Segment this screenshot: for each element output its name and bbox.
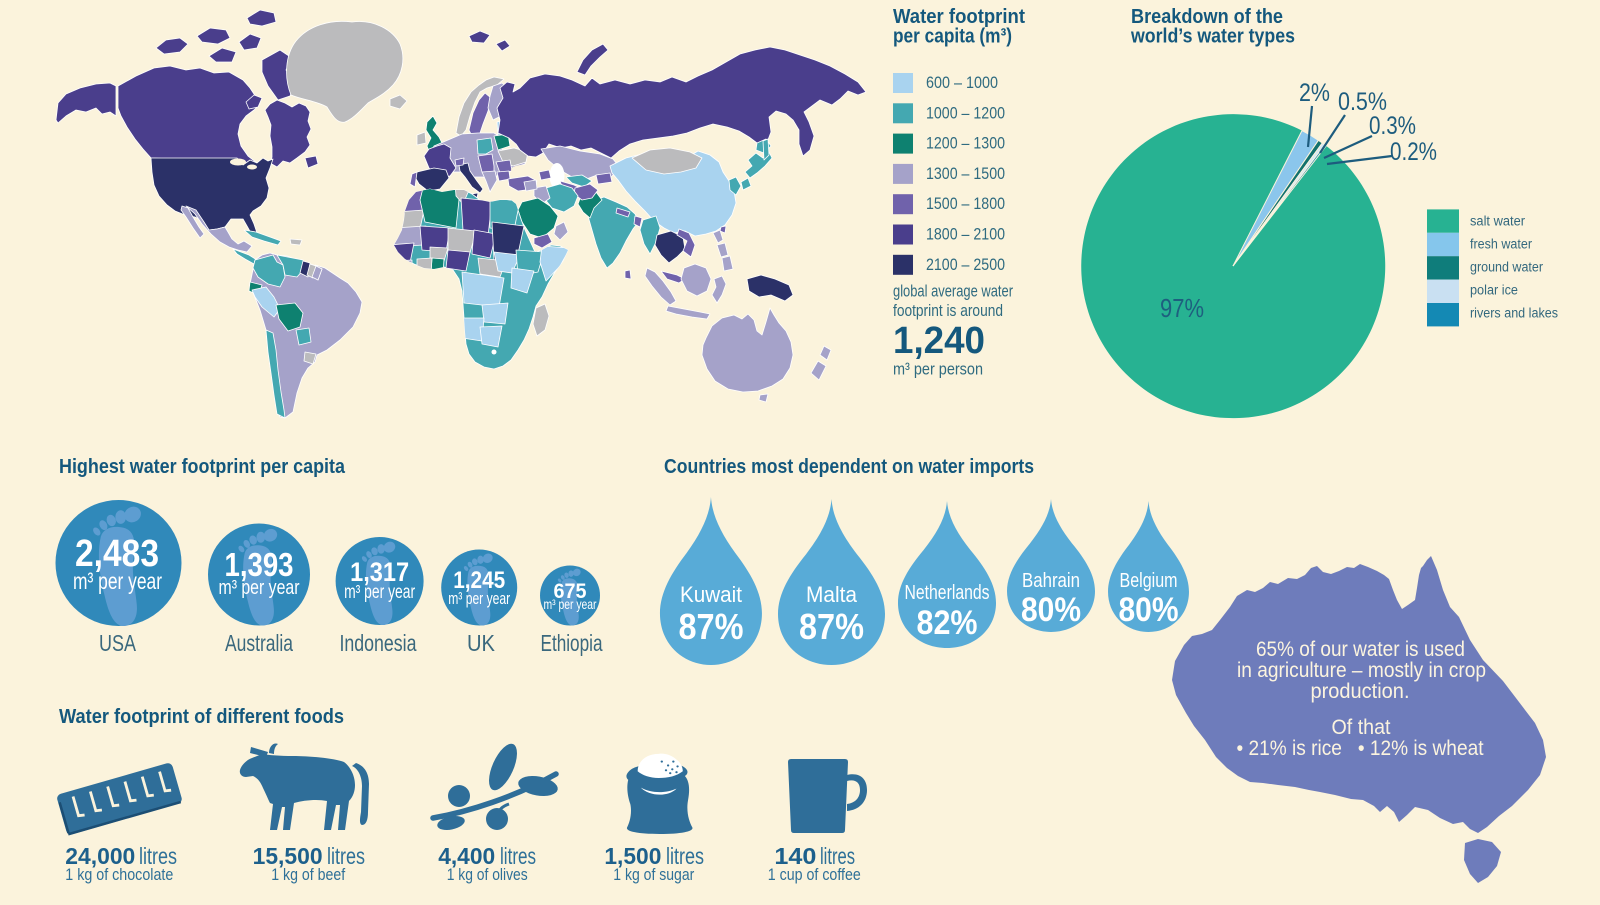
svg-text:1 kg of olives: 1 kg of olives (447, 865, 528, 884)
svg-text:Water footprint: Water footprint (893, 6, 1025, 28)
svg-text:Indonesia: Indonesia (340, 630, 418, 656)
svg-text:Kuwait: Kuwait (680, 582, 742, 607)
svg-text:per capita (m³): per capita (m³) (893, 26, 1012, 48)
svg-text:fresh water: fresh water (1470, 237, 1532, 252)
svg-text:footprint is around: footprint is around (893, 301, 1003, 320)
svg-text:1,500: 1,500 (604, 843, 661, 869)
svg-text:m³ per year: m³ per year (219, 577, 300, 599)
svg-text:• 21% is rice • 12% is wheat: • 21% is rice • 12% is wheat (1237, 737, 1484, 760)
svg-text:1,240: 1,240 (893, 320, 985, 362)
svg-text:1 kg of sugar: 1 kg of sugar (613, 865, 694, 884)
svg-text:1 kg of beef: 1 kg of beef (271, 865, 345, 884)
svg-text:Water footprint of different f: Water footprint of different foods (59, 706, 344, 728)
svg-text:140: 140 (774, 843, 816, 869)
svg-text:0.3%: 0.3% (1369, 112, 1416, 140)
svg-text:Highest water footprint per ca: Highest water footprint per capita (59, 456, 346, 478)
svg-text:87%: 87% (679, 606, 744, 647)
svg-text:m³ per year: m³ per year (544, 596, 597, 612)
svg-text:litres: litres (139, 843, 177, 869)
svg-text:2,483: 2,483 (75, 533, 159, 575)
svg-text:litres: litres (666, 843, 704, 869)
svg-text:Bahrain: Bahrain (1022, 570, 1080, 592)
svg-text:15,500: 15,500 (253, 843, 323, 869)
svg-text:global average water: global average water (893, 282, 1013, 301)
svg-text:1 kg of chocolate: 1 kg of chocolate (65, 865, 173, 884)
svg-text:1000 – 1200: 1000 – 1200 (926, 103, 1005, 122)
svg-text:65% of our water is used: 65% of our water is used (1256, 638, 1465, 661)
svg-text:1300 – 1500: 1300 – 1500 (926, 164, 1005, 183)
svg-text:1,317: 1,317 (350, 557, 409, 587)
svg-text:80%: 80% (1119, 591, 1179, 629)
svg-text:82%: 82% (917, 604, 978, 642)
svg-text:Malta: Malta (806, 582, 858, 607)
svg-text:litres: litres (820, 843, 855, 869)
svg-text:1,245: 1,245 (453, 567, 505, 594)
svg-text:87%: 87% (799, 606, 864, 647)
svg-text:Breakdown of the: Breakdown of the (1131, 6, 1283, 28)
svg-text:1500 – 1800: 1500 – 1800 (926, 194, 1005, 213)
svg-text:4,400: 4,400 (438, 843, 495, 869)
svg-text:Australia: Australia (225, 630, 294, 656)
svg-text:m³ per year: m³ per year (344, 582, 415, 603)
svg-text:m³ per year: m³ per year (73, 568, 162, 594)
svg-text:m³ per person: m³ per person (893, 360, 983, 379)
svg-text:97%: 97% (1160, 293, 1204, 323)
svg-text:Ethiopia: Ethiopia (541, 630, 604, 656)
svg-text:litres: litres (327, 843, 365, 869)
svg-text:Belgium: Belgium (1120, 570, 1178, 592)
svg-text:salt water: salt water (1470, 214, 1525, 229)
svg-text:1200 – 1300: 1200 – 1300 (926, 134, 1005, 153)
svg-text:USA: USA (99, 630, 136, 656)
svg-text:in agriculture – mostly in cro: in agriculture – mostly in crop (1237, 659, 1486, 682)
svg-text:Netherlands: Netherlands (905, 582, 990, 604)
svg-text:Countries most dependent on wa: Countries most dependent on water import… (664, 456, 1034, 478)
svg-text:production.: production. (1311, 680, 1410, 703)
svg-text:600 – 1000: 600 – 1000 (926, 73, 998, 92)
svg-text:2100 – 2500: 2100 – 2500 (926, 255, 1005, 274)
svg-text:litres: litres (500, 843, 536, 869)
svg-text:2%: 2% (1299, 79, 1330, 107)
svg-text:UK: UK (467, 630, 495, 656)
svg-text:rivers and lakes: rivers and lakes (1470, 306, 1558, 321)
svg-text:0.2%: 0.2% (1390, 138, 1437, 166)
svg-text:Of that: Of that (1332, 716, 1391, 739)
svg-text:1 cup of coffee: 1 cup of coffee (768, 865, 861, 884)
svg-text:0.5%: 0.5% (1338, 88, 1387, 116)
svg-text:polar ice: polar ice (1470, 283, 1518, 298)
svg-text:1,393: 1,393 (225, 546, 294, 583)
svg-text:m³ per year: m³ per year (448, 589, 510, 608)
svg-text:world’s water types: world’s water types (1130, 26, 1295, 48)
svg-text:1800 – 2100: 1800 – 2100 (926, 225, 1005, 244)
svg-text:24,000: 24,000 (65, 843, 135, 869)
svg-text:ground water: ground water (1470, 260, 1543, 275)
svg-text:675: 675 (554, 580, 587, 603)
svg-text:80%: 80% (1021, 591, 1081, 629)
